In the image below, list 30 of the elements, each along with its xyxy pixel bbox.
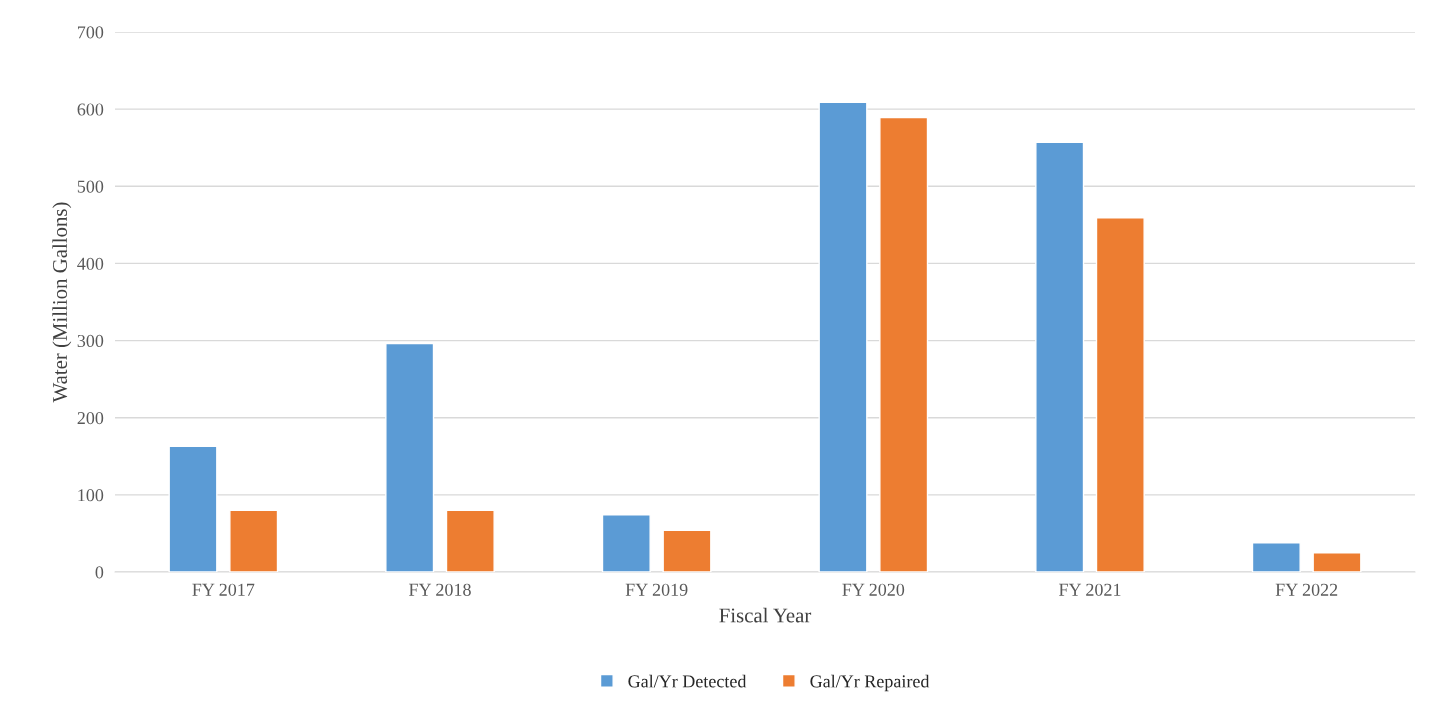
bar <box>818 101 868 572</box>
bar <box>385 342 435 572</box>
bar <box>1251 541 1301 572</box>
bar <box>445 509 495 572</box>
y-tick-label: 500 <box>77 180 104 193</box>
legend-label: Gal/Yr Detected <box>628 674 747 688</box>
x-tick-label: FY 2022 <box>1275 583 1338 596</box>
bar <box>1035 141 1085 572</box>
y-tick-label: 600 <box>77 103 104 116</box>
y-tick-label: 700 <box>78 26 104 39</box>
y-tick-label: 400 <box>77 257 104 270</box>
y-tick-label: 200 <box>77 411 104 425</box>
bar <box>601 514 651 572</box>
bar <box>879 116 929 572</box>
bar <box>229 509 279 572</box>
y-axis-title: Water (Million Gallons) <box>52 202 72 403</box>
y-tick-label: 100 <box>78 489 104 502</box>
y-tick-label: 0 <box>95 566 104 579</box>
legend-label: Gal/Yr Repaired <box>810 674 930 692</box>
x-tick-label: FY 2018 <box>409 583 471 596</box>
x-axis-title: Fiscal Year <box>719 607 812 623</box>
x-tick-label: FY 2019 <box>625 583 688 596</box>
bar <box>1095 217 1145 572</box>
x-tick-label: FY 2020 <box>842 583 905 596</box>
bar <box>168 445 218 572</box>
bar <box>662 529 712 572</box>
x-tick-label: FY 2021 <box>1059 583 1121 596</box>
y-tick-label: 300 <box>77 334 104 348</box>
x-tick-label: FY 2017 <box>192 583 255 596</box>
bar <box>1312 552 1362 572</box>
